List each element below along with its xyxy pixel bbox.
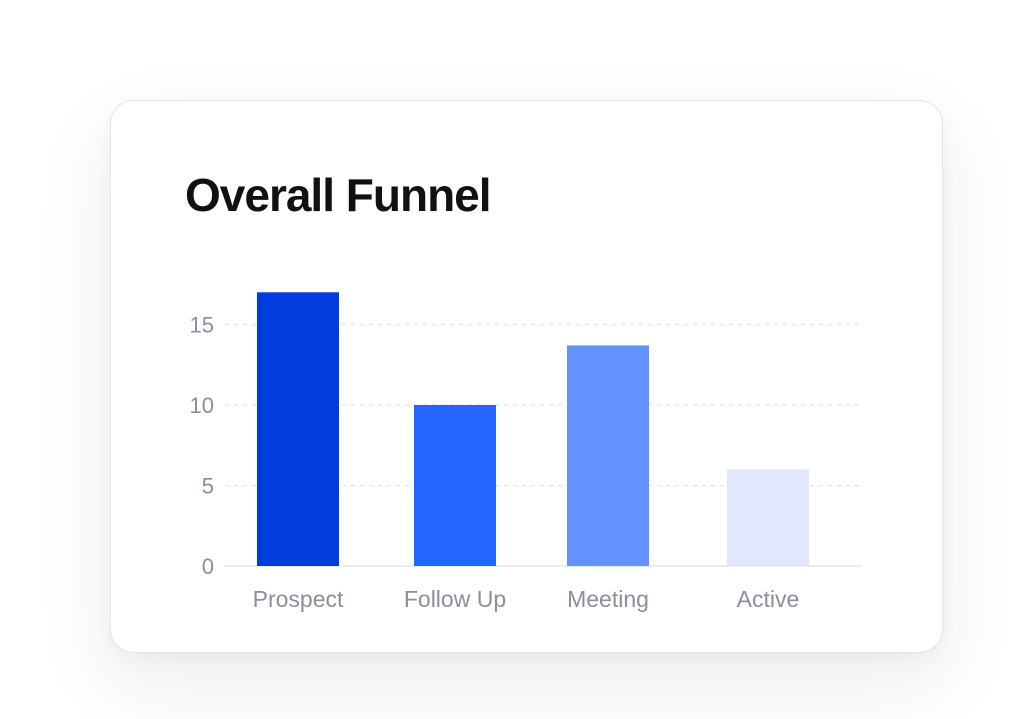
- x-tick-label: Follow Up: [404, 586, 506, 612]
- bar-chart: 0 5 10 15 Prospect Follow Up Meeting Active: [190, 292, 862, 612]
- bar-follow-up[interactable]: [414, 405, 496, 566]
- y-tick-label: 5: [202, 474, 214, 499]
- y-axis-ticks: 0 5 10 15: [190, 313, 214, 580]
- y-tick-label: 10: [190, 393, 214, 418]
- bar-prospect[interactable]: [257, 292, 339, 566]
- chart-title: Overall Funnel: [185, 169, 492, 221]
- x-tick-label: Meeting: [567, 586, 649, 612]
- bar-active[interactable]: [727, 469, 809, 566]
- x-tick-label: Prospect: [253, 586, 344, 612]
- bars: [257, 292, 809, 566]
- x-tick-label: Active: [737, 586, 800, 612]
- y-tick-label: 0: [202, 554, 214, 579]
- y-tick-label: 15: [190, 313, 214, 338]
- chart-card: Overall Funnel 0 5 10 15 Prospect Follow Up M…: [110, 100, 943, 653]
- bar-meeting[interactable]: [567, 345, 649, 566]
- x-axis-ticks: Prospect Follow Up Meeting Active: [253, 586, 800, 612]
